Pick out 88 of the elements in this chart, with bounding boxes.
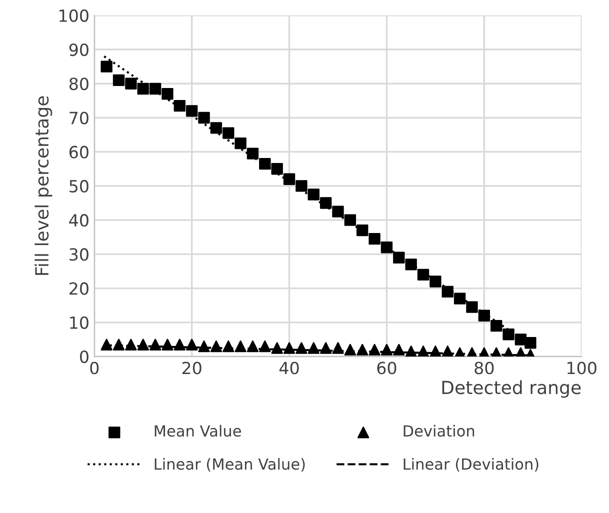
point [466, 301, 478, 313]
point [380, 344, 393, 356]
point [344, 344, 356, 356]
point [125, 338, 137, 350]
point [271, 163, 283, 175]
y-tick-label: 70 [70, 112, 88, 124]
point [320, 197, 332, 209]
y-tick-label: 80 [69, 78, 88, 90]
point [442, 346, 454, 357]
point [234, 137, 246, 150]
point [283, 342, 296, 354]
point [222, 127, 234, 139]
point [162, 338, 174, 350]
y-tick-label: 100 [60, 9, 88, 22]
y-tick-label: 30 [70, 248, 88, 261]
x-tick-label: 100 [568, 362, 596, 374]
point [514, 334, 527, 346]
point [149, 338, 162, 350]
point [162, 88, 174, 100]
x-tick-label: 80 [474, 362, 494, 374]
y-tick-label: 0 [80, 350, 88, 364]
point [112, 338, 125, 350]
point [417, 268, 430, 281]
point [356, 224, 368, 236]
point [308, 342, 320, 354]
point [344, 214, 356, 226]
y-axis-title: Fill level percentage [34, 96, 52, 275]
point [430, 276, 442, 288]
x-tick-label: 0 [90, 362, 99, 374]
y-tick-label: 90 [69, 43, 88, 56]
point [478, 310, 490, 322]
point [524, 337, 536, 349]
point [356, 344, 368, 356]
point [393, 344, 405, 356]
point [271, 342, 283, 354]
point [417, 346, 430, 357]
point [246, 148, 259, 160]
point [308, 188, 320, 200]
point [149, 82, 162, 95]
point [222, 340, 234, 352]
point [368, 232, 380, 245]
point [490, 320, 502, 332]
point [186, 105, 198, 117]
point [174, 100, 186, 112]
point [430, 346, 442, 357]
point [502, 328, 514, 340]
x-axis-title: Detected range [442, 380, 581, 398]
x-tick-label: 40 [279, 362, 299, 374]
point [259, 158, 271, 170]
x-tick-label: 60 [377, 362, 396, 374]
legend-label: Linear (Deviation) [404, 458, 538, 472]
point [186, 338, 198, 350]
point [100, 338, 112, 350]
y-tick-label: 10 [70, 316, 88, 329]
point [112, 74, 125, 86]
point [137, 82, 149, 95]
y-tick-label: 60 [69, 146, 88, 158]
point [380, 242, 393, 254]
point [125, 78, 137, 90]
point [259, 340, 271, 352]
point [100, 60, 112, 72]
point [296, 180, 308, 192]
point [174, 338, 186, 350]
point [405, 346, 417, 357]
point [246, 340, 259, 352]
point [320, 342, 332, 354]
y-tick-label: 20 [70, 282, 88, 295]
point [283, 173, 296, 185]
point [296, 342, 308, 354]
point [393, 252, 405, 264]
point [198, 112, 210, 124]
point [442, 286, 454, 298]
point [210, 122, 222, 134]
point [198, 340, 210, 352]
point [137, 338, 149, 350]
point [332, 342, 344, 354]
x-tick-label: 20 [182, 362, 202, 374]
point [210, 340, 222, 352]
legend-label: Linear (Mean Value) [154, 458, 305, 472]
point [454, 292, 466, 304]
y-tick-label: 40 [69, 214, 88, 227]
y-tick-label: 50 [70, 180, 88, 193]
legend-label: Mean Value [154, 424, 241, 437]
point [332, 206, 344, 218]
point [234, 340, 246, 352]
point [405, 258, 417, 270]
legend-label: Deviation [404, 424, 474, 437]
point [368, 344, 380, 356]
